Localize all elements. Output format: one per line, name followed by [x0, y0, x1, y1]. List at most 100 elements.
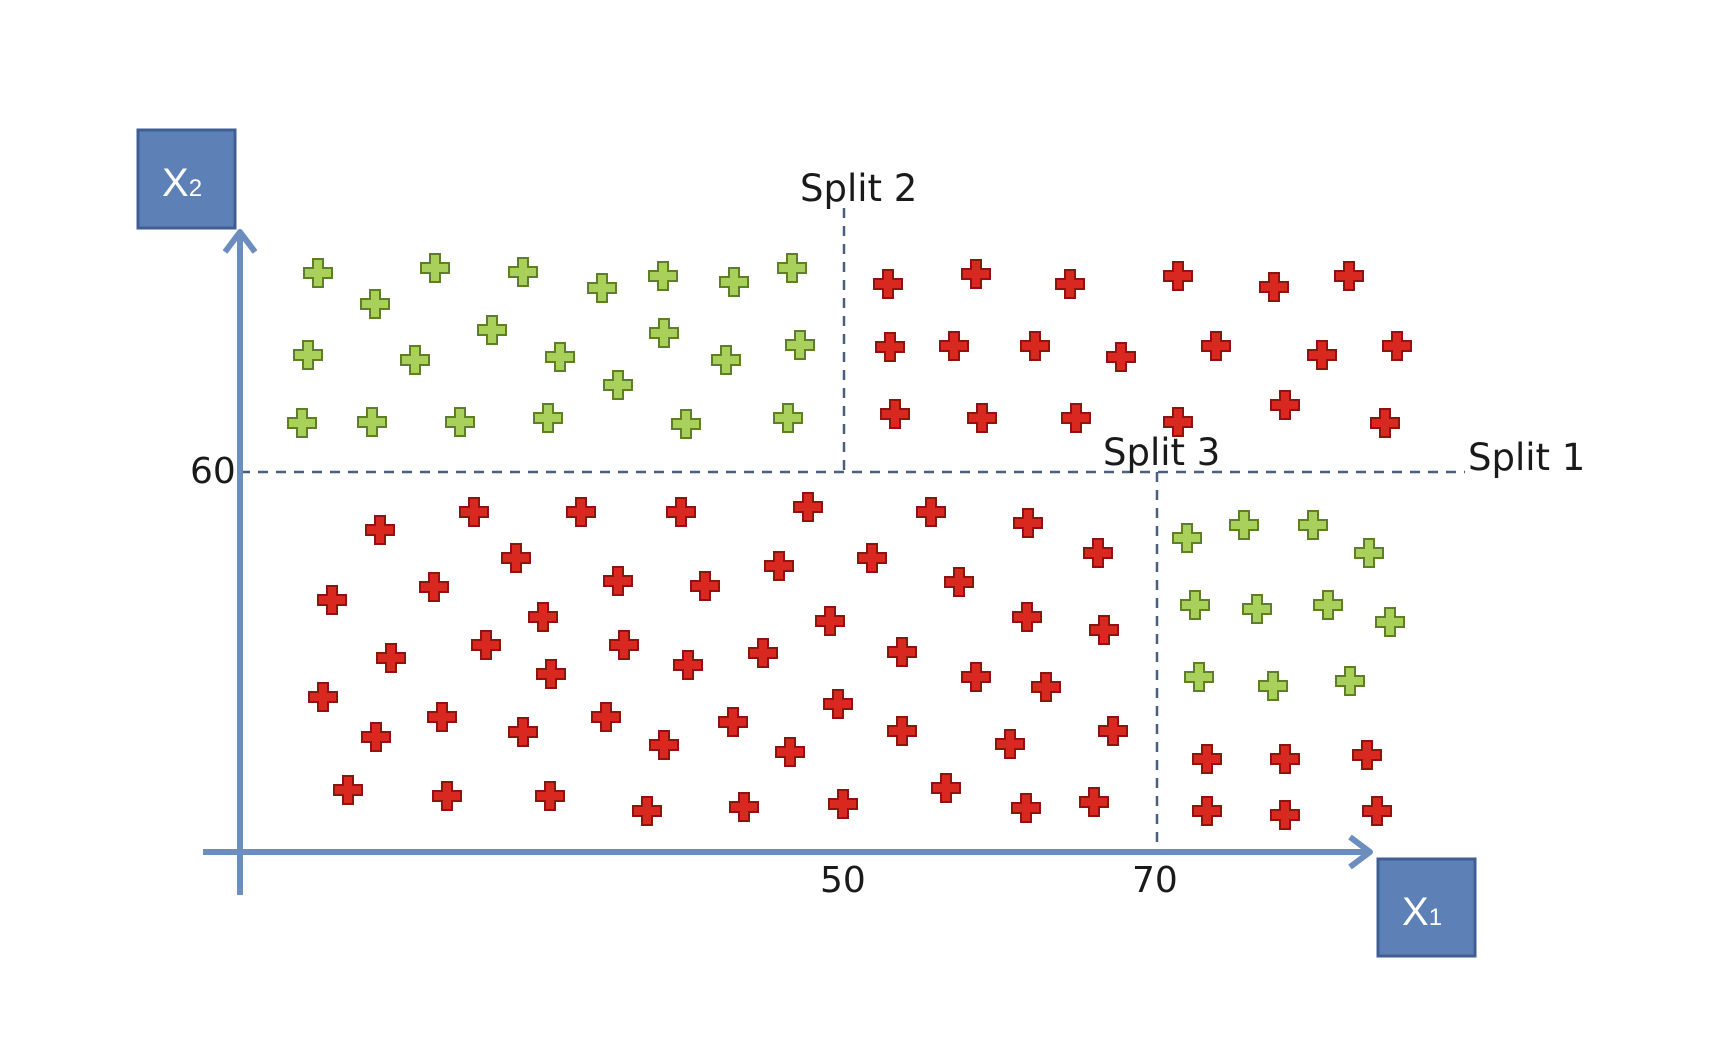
green-plus-marker-icon [671, 409, 701, 439]
split-2-label: Split 2 [800, 167, 917, 210]
arrow-up-icon [222, 229, 258, 254]
green-plus-marker-icon [1258, 671, 1288, 701]
green-plus-marker-icon [1335, 666, 1365, 696]
green-plus-marker-icon [477, 315, 507, 345]
green-plus-marker-icon [400, 345, 430, 375]
green-plus-marker-icon [587, 273, 617, 303]
green-plus-marker-icon [1375, 607, 1405, 637]
red-plus-marker-icon [603, 566, 633, 596]
green-plus-marker-icon [445, 407, 475, 437]
green-plus-marker-icon [785, 330, 815, 360]
red-plus-marker-icon [815, 606, 845, 636]
green-plus-marker-icon [293, 340, 323, 370]
green-plus-marker-icon [1184, 662, 1214, 692]
red-plus-marker-icon [1098, 716, 1128, 746]
x-tick-label: 70 [1132, 860, 1178, 901]
red-plus-marker-icon [1163, 261, 1193, 291]
green-plus-marker-icon [357, 407, 387, 437]
red-plus-marker-icon [887, 716, 917, 746]
red-plus-marker-icon [729, 792, 759, 822]
green-plus-marker-icon [773, 403, 803, 433]
red-plus-marker-icon [508, 717, 538, 747]
arrow-right-icon [1348, 834, 1373, 870]
red-plus-marker-icon [1307, 340, 1337, 370]
red-plus-marker-icon [528, 602, 558, 632]
red-plus-marker-icon [793, 492, 823, 522]
red-plus-marker-icon [1083, 538, 1113, 568]
red-plus-marker-icon [535, 781, 565, 811]
green-plus-marker-icon [1172, 523, 1202, 553]
red-plus-marker-icon [1031, 672, 1061, 702]
red-plus-marker-icon [1270, 390, 1300, 420]
x-axis-label: X1 [1402, 890, 1442, 934]
red-plus-marker-icon [823, 689, 853, 719]
red-plus-marker-icon [333, 775, 363, 805]
red-plus-marker-icon [361, 722, 391, 752]
red-plus-marker-icon [1370, 408, 1400, 438]
red-plus-marker-icon [609, 630, 639, 660]
red-plus-marker-icon [1020, 331, 1050, 361]
green-plus-marker-icon [777, 253, 807, 283]
red-plus-marker-icon [673, 650, 703, 680]
green-plus-marker-icon [533, 403, 563, 433]
green-plus-marker-icon [1242, 594, 1272, 624]
green-plus-marker-icon [508, 257, 538, 287]
red-plus-marker-icon [1061, 403, 1091, 433]
red-plus-marker-icon [427, 702, 457, 732]
red-plus-marker-icon [1079, 787, 1109, 817]
green-plus-marker-icon [303, 258, 333, 288]
green-plus-marker-icon [360, 289, 390, 319]
red-plus-marker-icon [566, 497, 596, 527]
green-plus-marker-icon [1354, 538, 1384, 568]
red-plus-marker-icon [857, 543, 887, 573]
green-plus-marker-icon [719, 267, 749, 297]
red-plus-marker-icon [828, 789, 858, 819]
red-plus-marker-icon [1270, 800, 1300, 830]
red-plus-marker-icon [1106, 342, 1136, 372]
green-plus-marker-icon [603, 370, 633, 400]
y-axis-label-box: X2 [136, 128, 237, 230]
red-plus-marker-icon [764, 551, 794, 581]
red-plus-marker-icon [501, 543, 531, 573]
red-plus-marker-icon [432, 781, 462, 811]
red-plus-marker-icon [1011, 793, 1041, 823]
red-plus-marker-icon [931, 773, 961, 803]
red-plus-marker-icon [939, 331, 969, 361]
y-tick-label: 60 [190, 451, 236, 492]
red-plus-marker-icon [308, 682, 338, 712]
red-plus-marker-icon [748, 638, 778, 668]
red-plus-marker-icon [666, 497, 696, 527]
red-plus-marker-icon [419, 572, 449, 602]
red-plus-marker-icon [967, 403, 997, 433]
scatter-markers [287, 253, 1412, 830]
green-plus-marker-icon [1298, 510, 1328, 540]
red-plus-marker-icon [1201, 331, 1231, 361]
x-tick-label: 50 [820, 860, 866, 901]
red-plus-marker-icon [718, 707, 748, 737]
green-plus-marker-icon [287, 408, 317, 438]
green-plus-marker-icon [711, 345, 741, 375]
green-plus-marker-icon [420, 253, 450, 283]
red-plus-marker-icon [1163, 407, 1193, 437]
green-plus-marker-icon [1313, 590, 1343, 620]
red-plus-marker-icon [880, 399, 910, 429]
x-axis-label-box: X1 [1376, 857, 1477, 958]
red-plus-marker-icon [1270, 744, 1300, 774]
red-plus-marker-icon [1352, 740, 1382, 770]
red-plus-marker-icon [873, 269, 903, 299]
green-plus-marker-icon [649, 318, 679, 348]
y-axis-label: X2 [162, 161, 202, 205]
red-plus-marker-icon [961, 662, 991, 692]
red-plus-marker-icon [1362, 796, 1392, 826]
red-plus-marker-icon [875, 332, 905, 362]
green-plus-marker-icon [648, 261, 678, 291]
red-plus-marker-icon [459, 497, 489, 527]
red-plus-marker-icon [376, 643, 406, 673]
red-plus-marker-icon [471, 630, 501, 660]
red-plus-marker-icon [995, 729, 1025, 759]
red-plus-marker-icon [1192, 744, 1222, 774]
red-plus-marker-icon [1382, 331, 1412, 361]
red-plus-marker-icon [1259, 272, 1289, 302]
